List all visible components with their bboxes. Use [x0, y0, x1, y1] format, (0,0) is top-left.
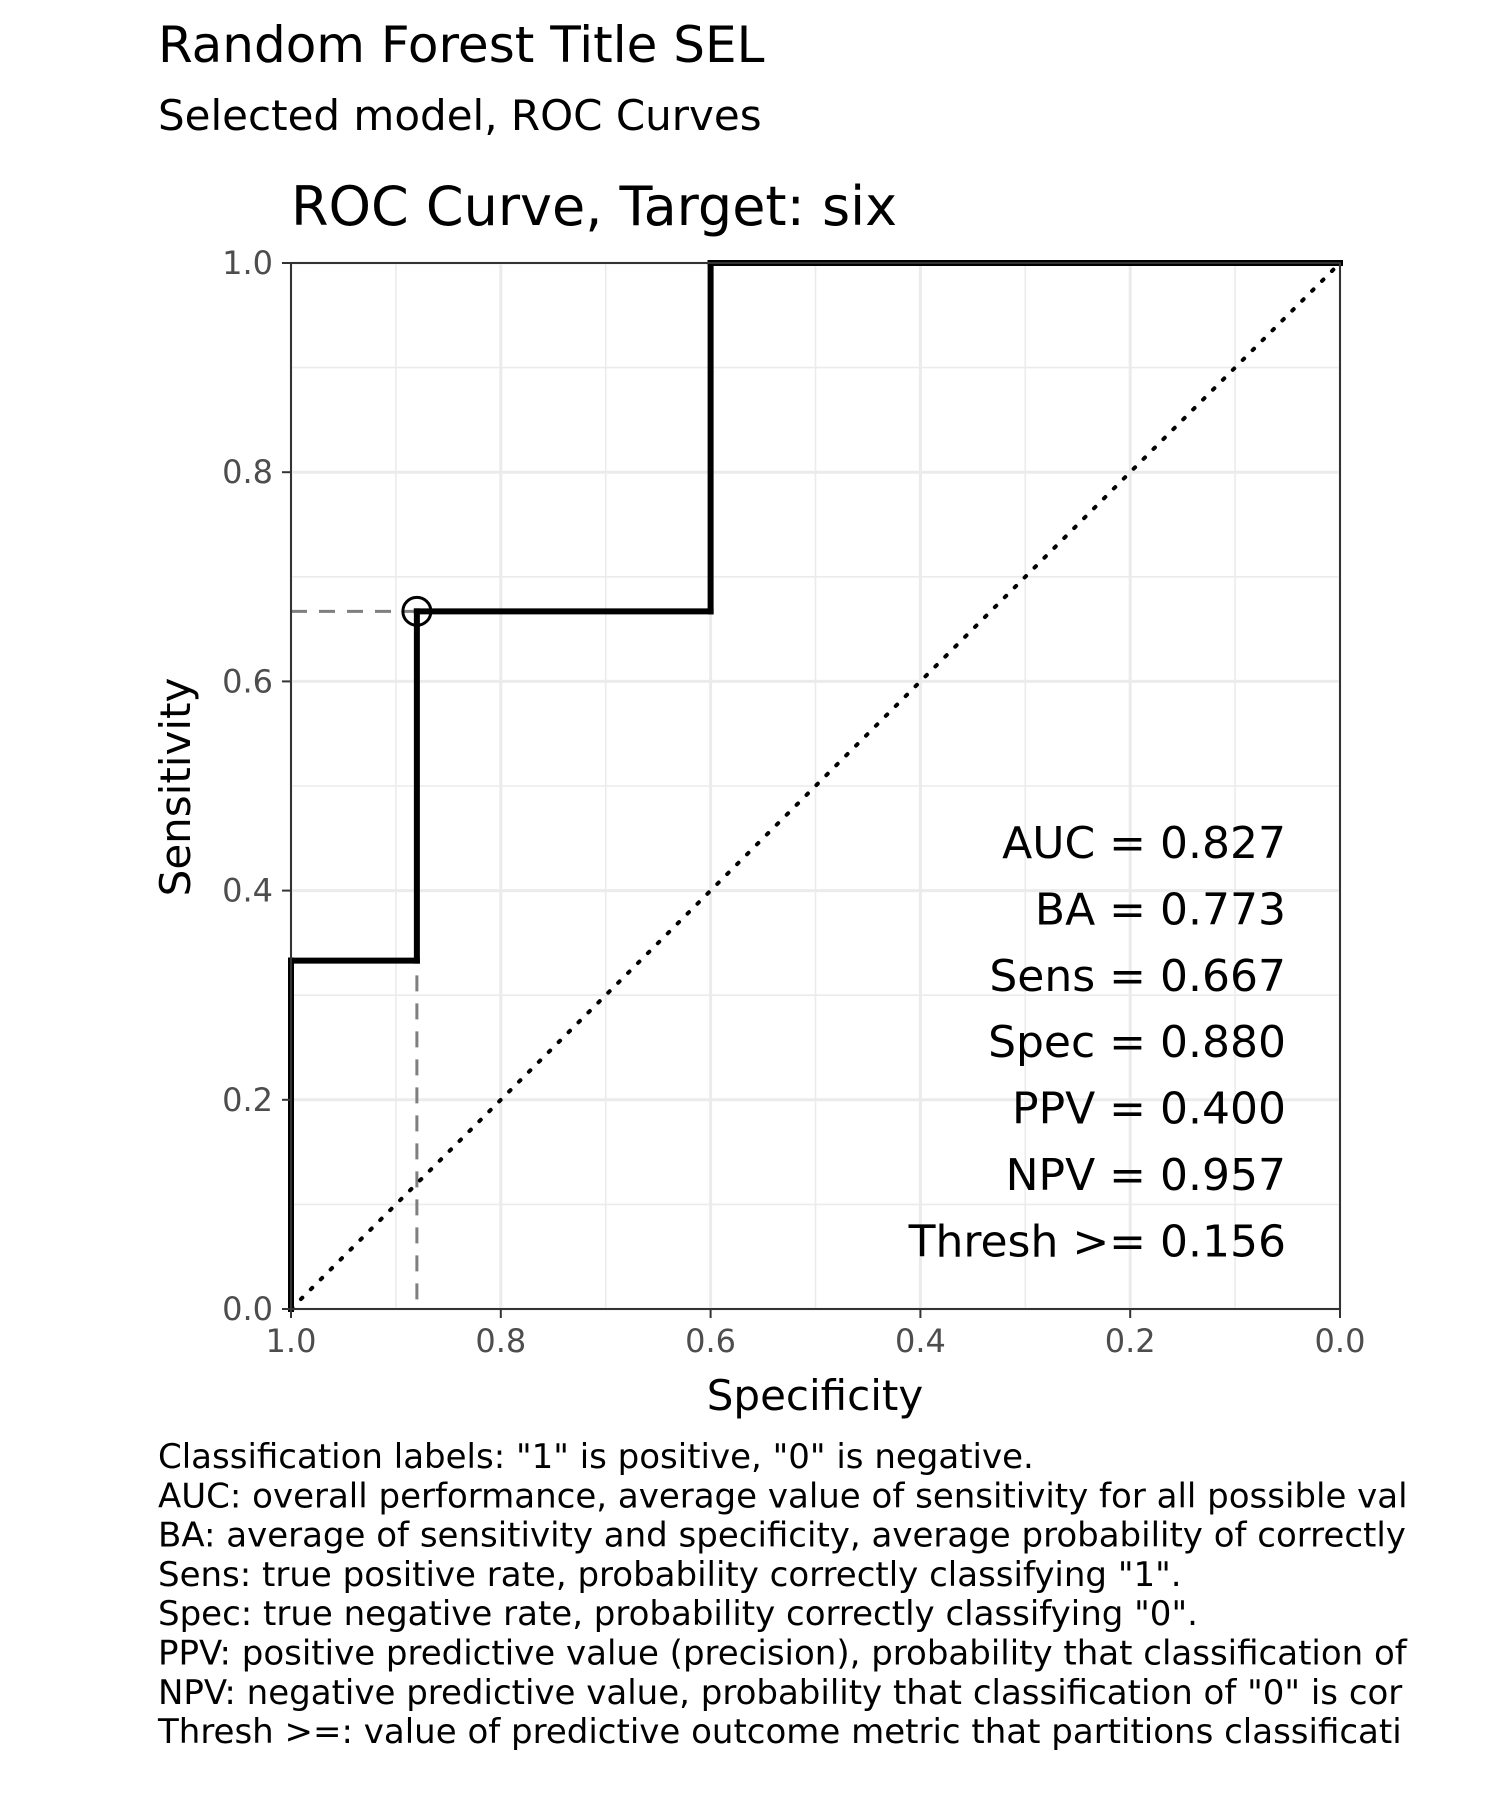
y-tick-label: 0.2: [222, 1081, 273, 1119]
panel-border: [290, 262, 1341, 1310]
reference-diagonal-line: [289, 261, 1342, 1311]
threshold-point-marker: [401, 595, 433, 627]
caption-line: Thresh >=: value of predictive outcome m…: [157, 1712, 1402, 1752]
metric-label: NPV = 0.957: [1006, 1150, 1286, 1201]
figure-title: Random Forest Title SEL: [158, 16, 765, 74]
x-tick-label: 0.0: [1315, 1322, 1366, 1360]
y-tick-label: 0.4: [222, 872, 273, 910]
caption-line: BA: average of sensitivity and specifici…: [158, 1516, 1406, 1556]
metrics-annotation: AUC = 0.827 BA = 0.773 Sens = 0.667 Spec = …: [908, 818, 1286, 1267]
y-axis-title: Sensitivity: [151, 678, 200, 897]
y-tick-label: 0.8: [222, 453, 273, 491]
reference-diagonal: [289, 261, 1342, 1311]
metric-label: PPV = 0.400: [1012, 1084, 1286, 1135]
x-tick-label: 0.8: [475, 1322, 526, 1360]
caption-line: Spec: true negative rate, probability co…: [158, 1594, 1198, 1634]
x-tick-label: 1.0: [266, 1322, 317, 1360]
x-tick-label: 0.2: [1105, 1322, 1156, 1360]
chart-title: ROC Curve, Target: six: [291, 175, 897, 238]
metric-label: Spec = 0.880: [988, 1017, 1286, 1068]
metric-label: AUC = 0.827: [1002, 818, 1286, 869]
caption: Classification labels: "1" is positive, …: [157, 1437, 1408, 1752]
metric-label: Thresh >= 0.156: [908, 1216, 1286, 1267]
axis-ticks: 1.0 0.8 0.6 0.4 0.2 0.0 0.0 0.2 0.4 0.6 0.8 1.0: [222, 244, 1365, 1360]
figure-subtitle: Selected model, ROC Curves: [158, 91, 762, 140]
caption-line: Sens: true positive rate, probability co…: [158, 1555, 1182, 1595]
caption-line: PPV: positive predictive value (precisio…: [158, 1634, 1408, 1674]
caption-line: AUC: overall performance, average value …: [158, 1476, 1408, 1516]
y-tick-label: 0.0: [222, 1290, 273, 1328]
metric-label: BA = 0.773: [1035, 884, 1286, 935]
metric-label: Sens = 0.667: [989, 951, 1286, 1002]
caption-line: Classification labels: "1" is positive, …: [158, 1437, 1034, 1477]
x-tick-label: 0.6: [685, 1322, 736, 1360]
x-axis-title: Specificity: [707, 1371, 923, 1420]
y-tick-label: 1.0: [222, 244, 273, 282]
threshold-marker: [401, 595, 433, 627]
y-tick-label: 0.6: [222, 662, 273, 700]
caption-line: NPV: negative predictive value, probabil…: [158, 1673, 1402, 1713]
x-tick-label: 0.4: [895, 1322, 946, 1360]
